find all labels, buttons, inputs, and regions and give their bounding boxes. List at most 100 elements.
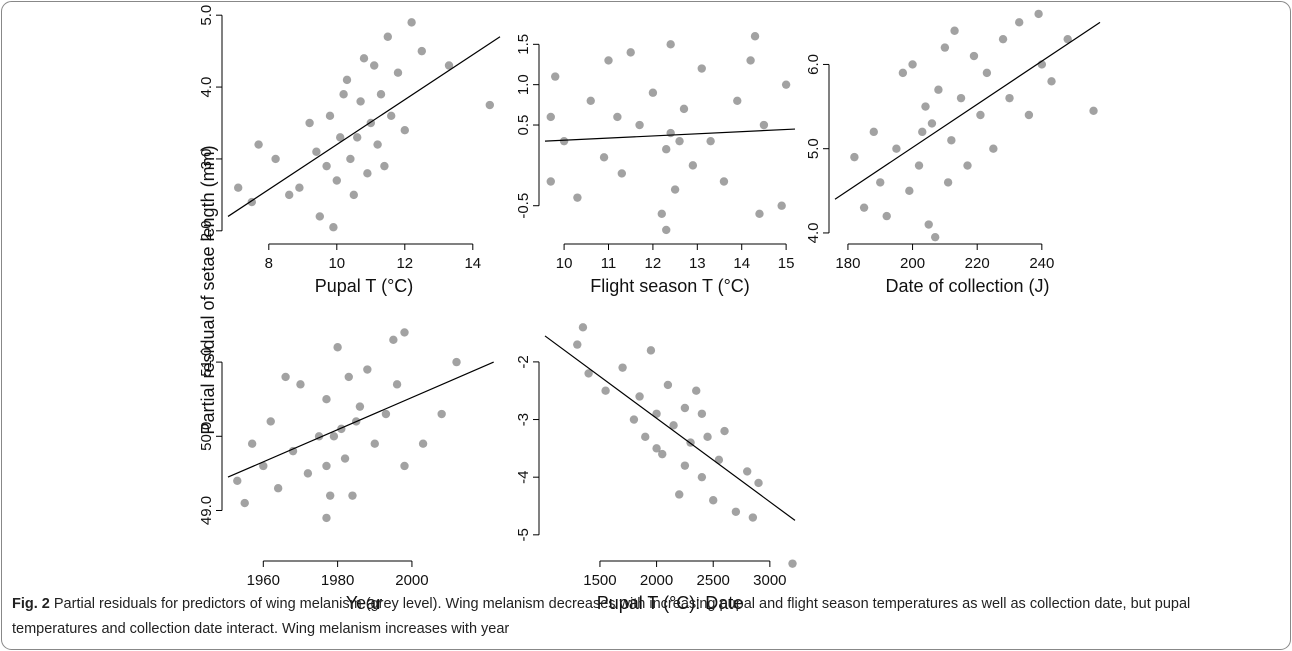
point: [748, 513, 758, 522]
point: [240, 498, 249, 508]
point: [370, 61, 379, 70]
point: [1047, 77, 1056, 86]
point: [982, 68, 992, 78]
point: [344, 372, 353, 382]
point: [373, 140, 382, 149]
point: [706, 136, 715, 146]
point: [559, 136, 569, 146]
x-tick-label: 10: [556, 255, 573, 272]
x-axis-label: Date of collection (J): [885, 276, 1049, 296]
point: [657, 209, 666, 218]
fit-line: [544, 335, 796, 521]
point: [754, 478, 763, 488]
point: [546, 112, 555, 122]
point: [617, 169, 627, 178]
fit-line: [227, 36, 501, 217]
point: [635, 120, 644, 130]
point: [670, 185, 680, 194]
point: [336, 133, 345, 142]
point: [359, 54, 369, 63]
point: [679, 104, 689, 114]
point: [315, 212, 324, 221]
point: [714, 455, 724, 465]
point: [1015, 18, 1024, 27]
point: [417, 46, 426, 56]
point: [921, 102, 930, 111]
point: [339, 90, 348, 99]
point: [943, 178, 953, 187]
point: [969, 51, 979, 61]
point: [387, 111, 396, 121]
point: [356, 97, 365, 106]
point: [892, 144, 901, 153]
point: [680, 461, 690, 470]
point: [393, 68, 403, 77]
fit-line: [834, 21, 1101, 200]
point: [573, 340, 582, 349]
x-tick-label: 1980: [321, 572, 354, 589]
x-tick-label: 3000: [753, 572, 786, 589]
point: [380, 161, 389, 171]
y-tick-label: 6.0: [805, 54, 822, 75]
point: [989, 144, 998, 153]
y-tick-label: 3.0: [198, 149, 215, 170]
point: [882, 211, 891, 221]
point: [288, 446, 298, 456]
point: [998, 34, 1008, 44]
y-tick-label: 5.0: [198, 5, 215, 26]
point: [733, 96, 742, 106]
point: [697, 409, 707, 418]
x-tick-label: 220: [965, 255, 990, 272]
x-axis-label: Pupal T (°C): Date: [597, 593, 744, 613]
point: [759, 120, 769, 130]
point: [750, 32, 760, 41]
point: [626, 48, 635, 57]
point: [869, 127, 878, 137]
y-tick-label: 1.0: [515, 74, 532, 95]
point: [322, 394, 331, 404]
point: [859, 203, 869, 212]
point: [340, 454, 350, 463]
point: [233, 476, 242, 486]
x-tick-label: 2000: [640, 572, 673, 589]
point: [281, 372, 290, 382]
y-tick-label: 50.0: [198, 422, 215, 451]
point: [295, 183, 304, 192]
x-tick-label: 180: [835, 255, 860, 272]
point: [850, 152, 859, 162]
point: [720, 426, 729, 436]
x-tick-label: 240: [1029, 255, 1054, 272]
point: [662, 225, 671, 235]
point: [254, 140, 263, 149]
point: [363, 169, 372, 178]
point: [947, 136, 956, 145]
point: [266, 417, 275, 426]
y-tick-label: -5: [515, 528, 532, 541]
point: [788, 559, 797, 568]
x-tick-label: 1960: [247, 572, 280, 589]
point: [876, 178, 885, 187]
point: [675, 136, 684, 146]
point: [355, 402, 365, 411]
point: [956, 93, 966, 103]
point: [697, 472, 707, 482]
point: [746, 56, 755, 65]
x-tick-label: 200: [900, 255, 925, 272]
point: [613, 112, 622, 122]
point: [271, 154, 280, 164]
caption-text: Partial residuals for predictors of wing…: [12, 596, 1191, 637]
y-tick-label: 2.0: [198, 220, 215, 241]
x-tick-label: 12: [396, 255, 413, 272]
point: [325, 491, 335, 500]
point: [604, 56, 613, 65]
fit-line: [544, 128, 796, 142]
point: [950, 26, 959, 35]
point: [781, 80, 791, 89]
point: [976, 110, 985, 120]
y-tick-label: 4.0: [198, 77, 215, 98]
point: [444, 61, 454, 70]
point: [709, 496, 718, 505]
point: [652, 409, 661, 418]
point: [392, 380, 402, 389]
